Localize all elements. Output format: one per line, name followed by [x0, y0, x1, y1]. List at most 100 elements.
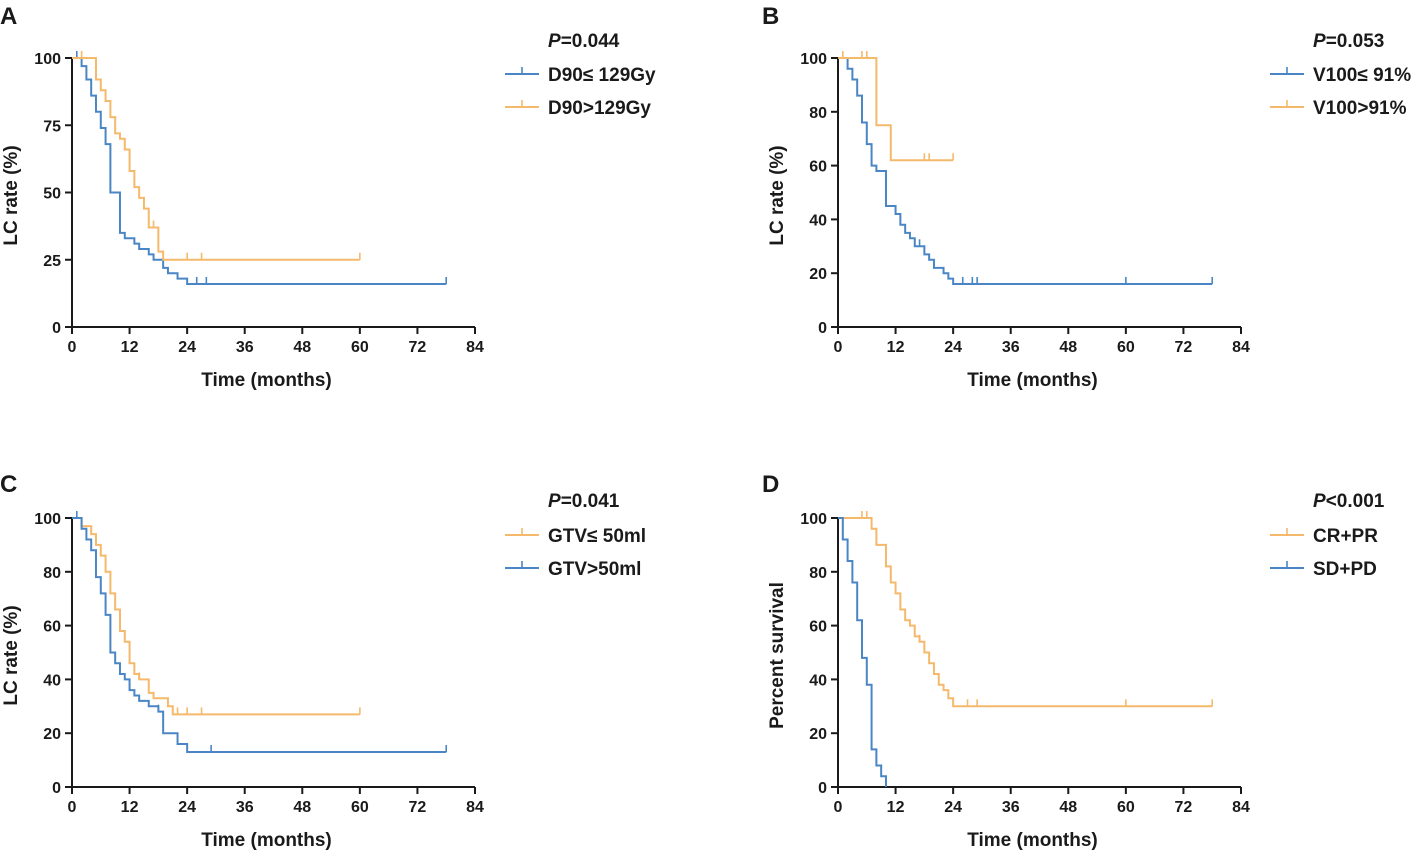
legend-entry: D90≤ 129Gy — [505, 65, 656, 86]
y-tick-label: 20 — [809, 266, 827, 283]
x-tick-label: 60 — [351, 339, 369, 356]
p-value: P=0.041 — [548, 491, 620, 512]
series-2 — [838, 517, 887, 787]
x-tick-label: 48 — [1059, 799, 1077, 816]
series-1 — [72, 517, 361, 716]
x-tick-label: 36 — [1002, 339, 1020, 356]
y-axis-title: LC rate (%) — [1, 605, 22, 705]
legend-label: GTV>50ml — [548, 559, 641, 580]
y-axis-title: Percent survival — [767, 582, 788, 729]
panel-a: A 0 12 24 36 48 60 72 84 0 25 50 75 100 Time (months) L… — [0, 3, 656, 391]
y-tick-label: 100 — [34, 51, 61, 68]
x-tick-label: 24 — [178, 339, 196, 356]
series-2 — [72, 51, 361, 261]
x-tick-label: 72 — [1175, 799, 1193, 816]
x-tick-label: 36 — [1002, 799, 1020, 816]
legend-entry: GTV≤ 50ml — [505, 526, 646, 547]
panel-letter: D — [762, 471, 779, 498]
y-tick-label: 25 — [43, 253, 61, 270]
legend-label: CR+PR — [1313, 526, 1378, 547]
x-tick-label: 84 — [466, 339, 484, 356]
survival-curve — [72, 517, 447, 754]
legend-label: SD+PD — [1313, 559, 1377, 580]
y-tick-label: 0 — [52, 320, 61, 337]
y-tick-label: 60 — [809, 159, 827, 176]
x-tick-label: 12 — [887, 339, 905, 356]
x-tick-label: 0 — [68, 799, 77, 816]
legend-label: D90≤ 129Gy — [548, 65, 656, 86]
p-value: P<0.001 — [1313, 491, 1385, 512]
x-tick-label: 60 — [351, 799, 369, 816]
x-tick-label: 48 — [293, 339, 311, 356]
panel-letter: B — [762, 3, 779, 30]
y-tick-label: 100 — [800, 511, 827, 528]
y-tick-label: 0 — [818, 780, 827, 797]
x-tick-label: 0 — [834, 799, 843, 816]
legend-label: V100≤ 91% — [1313, 65, 1411, 86]
x-tick-label: 24 — [178, 799, 196, 816]
p-value: P=0.053 — [1313, 31, 1384, 52]
x-tick-label: 24 — [944, 339, 962, 356]
y-tick-label: 100 — [800, 51, 827, 68]
x-tick-label: 84 — [1232, 339, 1250, 356]
y-tick-label: 0 — [818, 320, 827, 337]
x-tick-label: 48 — [293, 799, 311, 816]
x-tick-label: 60 — [1117, 339, 1135, 356]
y-tick-label: 80 — [809, 105, 827, 122]
x-tick-label: 72 — [409, 339, 427, 356]
x-tick-label: 24 — [944, 799, 962, 816]
legend-label: D90>129Gy — [548, 98, 651, 119]
survival-curve — [838, 57, 1213, 285]
x-tick-label: 12 — [121, 339, 139, 356]
y-tick-label: 80 — [809, 565, 827, 582]
legend-entry: CR+PR — [1270, 526, 1378, 547]
survival-curve — [838, 517, 887, 787]
y-tick-label: 20 — [43, 726, 61, 743]
legend-label: V100>91% — [1313, 98, 1407, 119]
x-tick-label: 12 — [121, 799, 139, 816]
x-tick-label: 84 — [466, 799, 484, 816]
x-axis-title: Time (months) — [967, 370, 1098, 391]
legend-entry: V100>91% — [1270, 98, 1407, 119]
x-tick-label: 0 — [68, 339, 77, 356]
survival-curve — [838, 57, 954, 162]
y-axis-title: LC rate (%) — [767, 145, 788, 245]
y-tick-label: 75 — [43, 118, 61, 135]
legend-entry: GTV>50ml — [505, 559, 641, 580]
survival-curve — [72, 57, 360, 261]
x-axis-title: Time (months) — [201, 370, 332, 391]
y-tick-label: 40 — [43, 672, 61, 689]
legend-label: GTV≤ 50ml — [548, 526, 646, 547]
panel-letter: A — [0, 3, 17, 30]
y-tick-label: 40 — [809, 212, 827, 229]
x-tick-label: 0 — [834, 339, 843, 356]
series-1 — [838, 57, 1214, 285]
series-1 — [838, 511, 1214, 708]
y-tick-label: 50 — [43, 186, 61, 203]
survival-curve — [838, 517, 1213, 708]
series-1 — [72, 51, 448, 285]
x-tick-label: 36 — [236, 339, 254, 356]
x-tick-label: 72 — [1175, 339, 1193, 356]
panel-d: D 0 12 24 36 48 60 72 84 0 20 40 60 80 100 Time (months… — [762, 471, 1385, 850]
y-axis-title: LC rate (%) — [1, 145, 22, 245]
y-tick-label: 80 — [43, 565, 61, 582]
p-value: P=0.044 — [548, 31, 620, 52]
panel-b: B 0 12 24 36 48 60 72 84 0 20 40 60 80 100 Time (months… — [762, 3, 1411, 391]
x-tick-label: 48 — [1059, 339, 1077, 356]
y-tick-label: 60 — [43, 619, 61, 636]
x-tick-label: 12 — [887, 799, 905, 816]
x-axis-title: Time (months) — [201, 830, 332, 850]
x-tick-label: 84 — [1232, 799, 1250, 816]
y-tick-label: 60 — [809, 619, 827, 636]
panel-letter: C — [0, 471, 17, 498]
x-tick-label: 60 — [1117, 799, 1135, 816]
y-tick-label: 20 — [809, 726, 827, 743]
legend-entry: D90>129Gy — [505, 98, 651, 119]
x-tick-label: 72 — [409, 799, 427, 816]
survival-curve — [72, 517, 360, 716]
series-2 — [72, 511, 448, 754]
y-tick-label: 40 — [809, 672, 827, 689]
y-tick-label: 100 — [34, 511, 61, 528]
